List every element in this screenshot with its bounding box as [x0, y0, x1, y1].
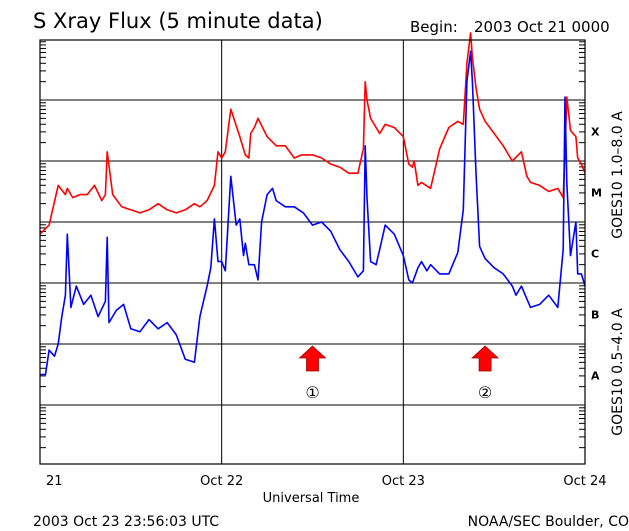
plot-frame: [39, 39, 586, 465]
class-label-C: C: [591, 248, 599, 261]
x-tick-labels: 21 Oct 22 Oct 23 Oct 24: [46, 474, 607, 489]
series-long-line: [39, 32, 586, 235]
x-tick-label: Oct 22: [200, 474, 243, 489]
series-label-long: GOES10 1.0–8.0 A: [610, 111, 626, 239]
band-grid: [40, 99, 585, 406]
x-tick-label: 21: [46, 474, 63, 489]
marker-arrow-1: [298, 345, 327, 372]
series-label-short: GOES10 0.5–4.0 A: [610, 308, 626, 436]
class-label-X: X: [591, 126, 600, 139]
footer-timestamp: 2003 Oct 23 23:56:03 UTC: [33, 514, 219, 530]
flare-class-labels: X M C B A: [591, 126, 602, 383]
begin-value: 2003 Oct 21 0000: [474, 18, 610, 36]
x-axis-label: Universal Time: [263, 491, 360, 506]
marker-label-1: ①: [305, 383, 319, 402]
marker-label-2: ②: [478, 383, 492, 402]
class-label-B: B: [591, 309, 599, 322]
series-layer: [39, 32, 586, 376]
x-tick-label: Oct 23: [382, 474, 425, 489]
marker-arrow-2: [471, 345, 500, 372]
day-divider-lines: [221, 40, 404, 464]
begin-label: Begin:: [410, 18, 458, 36]
class-label-M: M: [591, 187, 602, 200]
series-short-line: [40, 50, 586, 376]
x-tick-label: Oct 24: [563, 474, 606, 489]
class-label-A: A: [591, 370, 600, 383]
footer-credit: NOAA/SEC Boulder, CO: [468, 514, 629, 530]
chart-title: S Xray Flux (5 minute data): [33, 9, 323, 33]
